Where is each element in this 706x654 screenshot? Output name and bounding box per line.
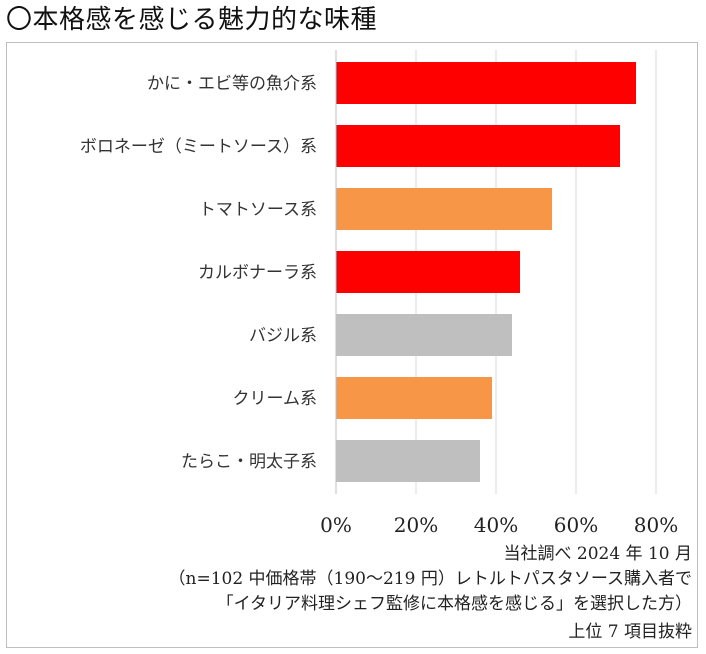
bar bbox=[336, 125, 620, 167]
category-label: かに・エビ等の魚介系 bbox=[147, 74, 317, 94]
category-label: クリーム系 bbox=[233, 389, 318, 409]
bar bbox=[336, 377, 492, 419]
category-label: カルボナーラ系 bbox=[198, 263, 317, 283]
chart-title: 〇本格感を感じる魅力的な味種 bbox=[6, 5, 378, 35]
sample-note: （n=102 中価格帯（190〜219 円）レトルトパスタソース購入者で bbox=[168, 569, 693, 589]
excerpt-note: 上位 7 項目抜粋 bbox=[568, 622, 692, 642]
category-label: トマトソース系 bbox=[199, 200, 317, 220]
category-label: ボロネーゼ（ミートソース）系 bbox=[80, 137, 317, 157]
chart-frame bbox=[6, 42, 698, 648]
question-note: 「イタリア料理シェフ監修に本格感を感じる」を選択した方） bbox=[216, 594, 692, 614]
x-tick-label: 60% bbox=[554, 513, 598, 537]
category-label: たらこ・明太子系 bbox=[181, 452, 317, 472]
bar bbox=[336, 188, 552, 230]
bar bbox=[336, 62, 636, 104]
source-note: 当社調べ 2024 年 10 月 bbox=[503, 544, 692, 564]
x-tick-label: 0% bbox=[320, 513, 352, 537]
category-label: バジル系 bbox=[249, 326, 317, 346]
bar bbox=[336, 251, 520, 293]
x-tick-label: 20% bbox=[394, 513, 438, 537]
x-tick-label: 80% bbox=[634, 513, 678, 537]
bar bbox=[336, 440, 480, 482]
x-tick-label: 40% bbox=[474, 513, 518, 537]
bar bbox=[336, 314, 512, 356]
